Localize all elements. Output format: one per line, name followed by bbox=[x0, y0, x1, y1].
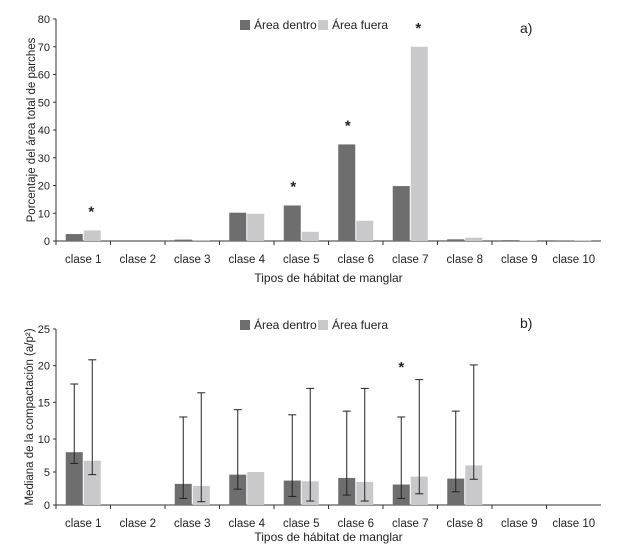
panel-label: a) bbox=[520, 20, 532, 36]
y-tick-label: 80 bbox=[38, 14, 50, 26]
x-tick-label: clase 10 bbox=[552, 518, 595, 530]
panel-label: b) bbox=[520, 315, 532, 331]
bar-area-fuera bbox=[410, 46, 428, 241]
y-tick-label: 15 bbox=[38, 397, 50, 409]
significance-marker: * bbox=[88, 203, 94, 220]
y-tick-label: 40 bbox=[38, 125, 50, 137]
bar-area-fuera bbox=[465, 465, 483, 505]
y-tick-label: 70 bbox=[38, 42, 50, 54]
y-tick-label: 0 bbox=[44, 500, 50, 512]
significance-marker: * bbox=[415, 20, 421, 37]
x-tick-label: clase 7 bbox=[392, 518, 428, 530]
significance-marker: * bbox=[290, 178, 296, 195]
x-tick-label: clase 9 bbox=[501, 254, 537, 266]
significance-marker: * bbox=[398, 359, 404, 376]
bar-area-fuera bbox=[356, 220, 374, 241]
x-axis-title: Tipos de hábitat de manglar bbox=[254, 530, 402, 544]
y-tick-label: 20 bbox=[38, 361, 50, 373]
bar-area-fuera bbox=[519, 240, 537, 241]
legend-label: Área dentro bbox=[254, 17, 317, 32]
x-tick-label: clase 8 bbox=[447, 254, 483, 266]
x-tick-label: clase 4 bbox=[229, 254, 266, 266]
x-tick-label: clase 3 bbox=[174, 254, 210, 266]
y-tick-label: 60 bbox=[38, 70, 50, 82]
bar-area-dentro bbox=[229, 212, 247, 241]
bar-area-dentro bbox=[65, 452, 83, 505]
x-tick-label: clase 7 bbox=[392, 254, 428, 266]
legend-swatch-area-fuera bbox=[318, 20, 328, 30]
y-tick-label: 10 bbox=[38, 208, 50, 220]
y-tick-label: 10 bbox=[38, 434, 50, 446]
y-tick-label: 50 bbox=[38, 97, 50, 109]
x-tick-label: clase 6 bbox=[338, 254, 374, 266]
bar-area-fuera bbox=[83, 230, 101, 241]
significance-marker: * bbox=[345, 117, 351, 134]
x-tick-label: clase 1 bbox=[65, 518, 101, 530]
y-tick-label: 0 bbox=[44, 236, 50, 248]
y-tick-label: 25 bbox=[38, 324, 50, 336]
bar-area-dentro bbox=[65, 234, 83, 241]
x-tick-label: clase 3 bbox=[174, 518, 210, 530]
y-axis-title: Porcentaje del área total de parches bbox=[26, 37, 38, 222]
x-tick-label: clase 8 bbox=[447, 518, 483, 530]
legend-swatch-area-dentro bbox=[240, 320, 250, 330]
bar-area-fuera bbox=[247, 472, 265, 505]
x-tick-label: clase 2 bbox=[120, 518, 156, 530]
x-tick-label: clase 5 bbox=[283, 254, 319, 266]
legend-label: Área fuera bbox=[332, 17, 388, 32]
x-tick-label: clase 1 bbox=[65, 254, 101, 266]
bar-area-dentro bbox=[283, 205, 301, 241]
legend-label: Área dentro bbox=[254, 317, 317, 332]
y-tick-label: 30 bbox=[38, 153, 50, 165]
bar-area-dentro bbox=[338, 144, 356, 241]
legend-swatch-area-fuera bbox=[318, 320, 328, 330]
bar-area-fuera bbox=[83, 460, 101, 505]
bar-area-dentro bbox=[174, 239, 192, 241]
x-tick-label: clase 5 bbox=[283, 518, 319, 530]
bar-area-fuera bbox=[574, 240, 592, 241]
bar-area-fuera bbox=[465, 237, 483, 241]
x-tick-label: clase 2 bbox=[120, 254, 156, 266]
y-tick-label: 5 bbox=[44, 467, 50, 479]
y-tick-label: 20 bbox=[38, 181, 50, 193]
bar-area-dentro bbox=[447, 239, 465, 241]
bar-area-dentro bbox=[501, 240, 519, 241]
legend-swatch-area-dentro bbox=[240, 20, 250, 30]
legend-label: Área fuera bbox=[332, 317, 388, 332]
x-tick-label: clase 4 bbox=[229, 518, 266, 530]
y-axis-title: Mediana de la compactación (a/p²) bbox=[24, 328, 36, 505]
x-tick-label: clase 6 bbox=[338, 518, 374, 530]
bar-area-fuera bbox=[301, 231, 319, 241]
bar-area-fuera bbox=[247, 213, 265, 241]
bar-area-dentro bbox=[392, 186, 410, 241]
x-tick-label: clase 9 bbox=[501, 518, 537, 530]
bar-area-dentro bbox=[229, 474, 247, 505]
x-tick-label: clase 10 bbox=[552, 254, 595, 266]
x-axis-title: Tipos de hábitat de manglar bbox=[254, 271, 402, 285]
